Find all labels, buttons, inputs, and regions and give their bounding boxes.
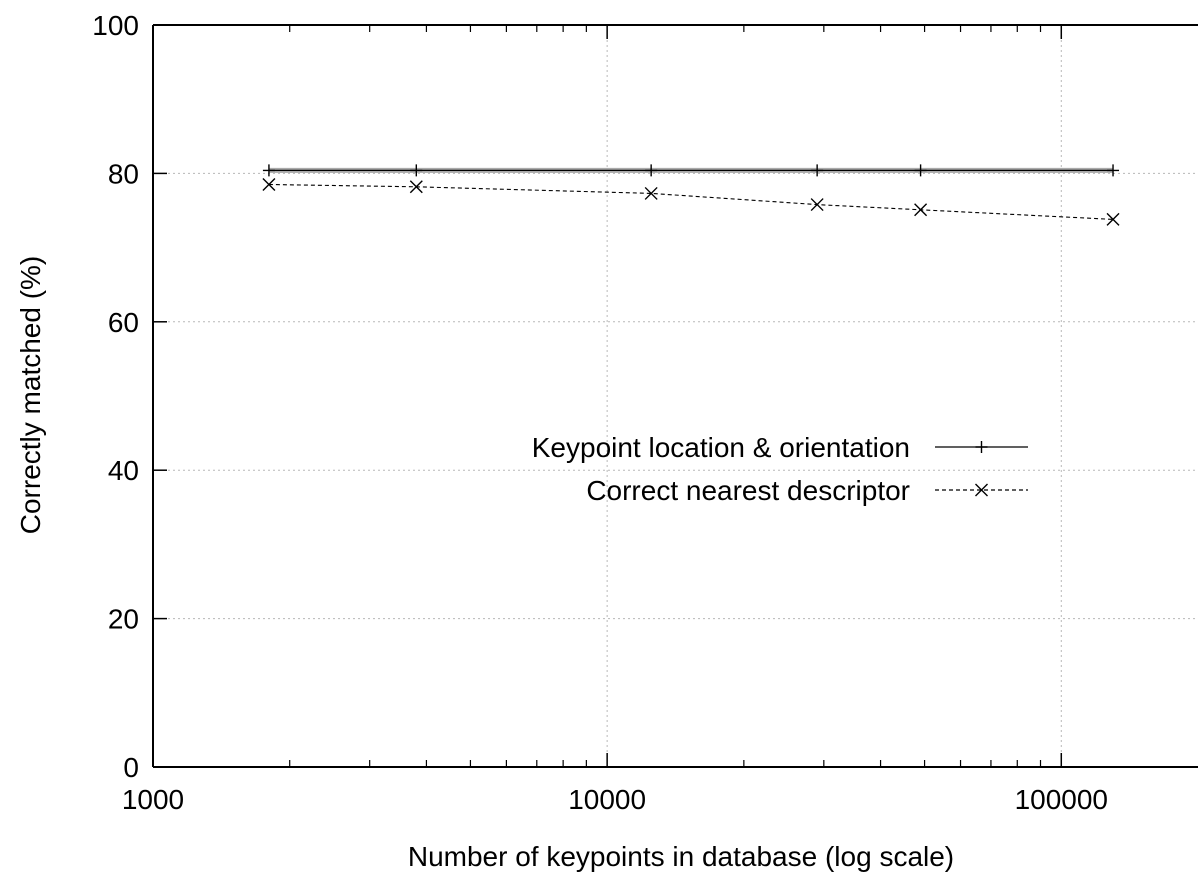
x-tick-label: 100000 [1015,784,1108,815]
grid-lines [153,25,1198,767]
legend-marker [975,483,988,497]
series-0 [262,164,1120,177]
data-point [644,186,658,200]
legend-label: Correct nearest descriptor [586,475,910,506]
y-tick-label: 0 [123,752,139,783]
legend: Keypoint location & orientation Correct n… [532,432,1028,506]
data-point [409,180,423,194]
series-line [268,183,1114,220]
y-axis-label: Correctly matched (%) [15,256,46,535]
legend-marker [975,441,988,453]
data-point [262,178,276,192]
y-tick-label: 100 [92,10,139,41]
x-axis-label: Number of keypoints in database (log sca… [408,841,954,872]
data-point [914,203,928,217]
axes: 0 20 40 60 80 100 1000 10000 100000 [92,10,1198,815]
x-tick-label: 1000 [122,784,184,815]
x-tick-label: 10000 [568,784,646,815]
y-tick-label: 20 [108,604,139,635]
data-point [1107,164,1120,177]
series-1 [262,178,1120,226]
y-tick-label: 80 [108,158,139,189]
data-point [410,164,423,177]
data-point [811,164,824,177]
series-layer [262,164,1120,226]
y-tick-label: 60 [108,307,139,338]
data-point [1106,212,1120,226]
data-point [645,164,658,177]
y-tick-label: 40 [108,455,139,486]
data-point [262,164,275,177]
data-point [810,198,824,212]
data-point [914,164,927,177]
legend-label: Keypoint location & orientation [532,432,910,463]
